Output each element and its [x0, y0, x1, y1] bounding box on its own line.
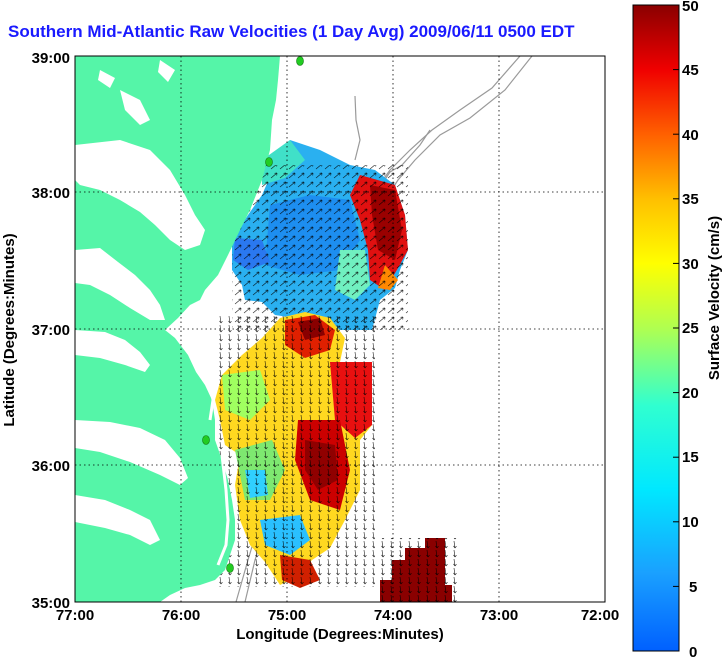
colorbar-ramp	[632, 4, 680, 652]
station-marker	[226, 563, 234, 573]
colorbar-tick-label: 45	[682, 62, 699, 79]
station-marker	[265, 157, 273, 167]
colorbar-tick-label: 25	[682, 320, 699, 337]
velocity-field-north	[232, 140, 408, 330]
x-tick-label: 74:00	[374, 607, 412, 624]
coastline-land	[75, 56, 280, 602]
colorbar-tick-label: 5	[689, 579, 697, 596]
x-tick-label: 75:00	[268, 607, 306, 624]
velocity-field-southeast	[380, 538, 460, 602]
x-axis-label: Longitude (Degrees:Minutes)	[236, 626, 444, 643]
map-title: Southern Mid-Atlantic Raw Velocities (1 …	[8, 22, 575, 41]
y-tick-label: 35:00	[32, 595, 70, 612]
x-tick-label: 72:00	[581, 607, 619, 624]
colorbar-tick-label: 35	[682, 191, 699, 208]
radar-stations	[202, 56, 304, 573]
colorbar-tick-label: 30	[682, 256, 699, 273]
y-tick-label: 39:00	[32, 50, 70, 67]
y-axis: 39:00 38:00 37:00 36:00 35:00 Latitude (…	[1, 50, 70, 612]
station-marker	[296, 56, 304, 66]
colorbar-tick-label: 20	[682, 385, 699, 402]
colorbar-tick-label: 15	[682, 449, 699, 466]
y-tick-label: 38:00	[32, 185, 70, 202]
x-tick-label: 76:00	[162, 607, 200, 624]
colorbar-tick-label: 10	[682, 514, 699, 531]
x-axis: 77:00 76:00 75:00 74:00 73:00 72:00 Long…	[56, 607, 619, 643]
plot-area	[75, 56, 605, 602]
x-tick-label: 77:00	[56, 607, 94, 624]
colorbar-tick-label: 50	[682, 0, 699, 15]
colorbar-tick-label: 0	[689, 644, 697, 659]
x-tick-label: 73:00	[480, 607, 518, 624]
colorbar-tick-label: 40	[682, 127, 699, 144]
plot-frame	[74, 55, 606, 603]
station-marker	[202, 435, 210, 445]
colorbar-label: Surface Velocity (cm/s)	[706, 216, 723, 380]
colorbar: 50 45 40 35 30 25 20 15 10 5 0 Surface V…	[632, 0, 723, 659]
grid-lines	[75, 56, 605, 602]
y-tick-label: 36:00	[32, 458, 70, 475]
y-tick-label: 37:00	[32, 322, 70, 339]
velocity-field-south	[215, 312, 375, 588]
y-axis-label: Latitude (Degrees:Minutes)	[1, 233, 18, 426]
